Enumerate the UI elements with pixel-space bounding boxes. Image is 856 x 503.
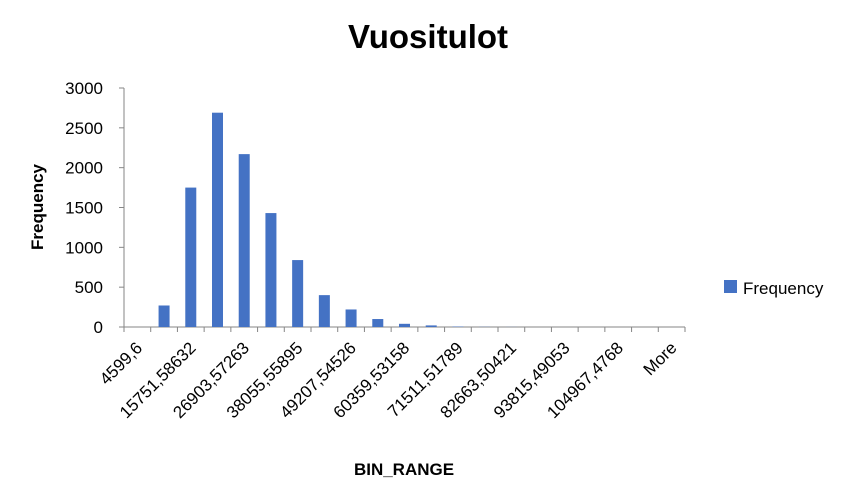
- bar: [318, 295, 330, 327]
- x-axis-title: BIN_RANGE: [354, 460, 454, 479]
- legend-swatch: [724, 280, 737, 293]
- y-tick-label: 0: [94, 318, 103, 337]
- bar: [185, 187, 197, 327]
- bar: [372, 319, 384, 327]
- x-axis-ticks: 4599,615751,5863226903,5726338055,558954…: [96, 327, 686, 422]
- bar: [238, 154, 250, 327]
- bar: [425, 325, 437, 327]
- y-tick-label: 1000: [65, 238, 103, 257]
- y-tick-label: 2000: [65, 159, 103, 178]
- y-tick-label: 3000: [65, 79, 103, 98]
- bar: [292, 260, 304, 327]
- bar: [212, 112, 223, 328]
- bar: [345, 309, 357, 327]
- y-axis-title: Frequency: [28, 163, 47, 250]
- chart-title: Vuositulot: [348, 18, 508, 55]
- bar: [158, 305, 170, 327]
- y-axis-ticks: 0 500 1000 1500 2000 2500 3000: [65, 79, 124, 337]
- bar: [399, 323, 410, 327]
- x-tick-label: More: [640, 338, 681, 379]
- x-tick-label: 4599,6: [96, 338, 146, 388]
- bars-group: [158, 112, 517, 328]
- legend: Frequency: [724, 279, 824, 298]
- bar: [265, 213, 277, 327]
- y-tick-label: 2500: [65, 119, 103, 138]
- legend-label: Frequency: [743, 279, 824, 298]
- y-tick-label: 1500: [65, 199, 103, 218]
- y-tick-label: 500: [75, 278, 103, 297]
